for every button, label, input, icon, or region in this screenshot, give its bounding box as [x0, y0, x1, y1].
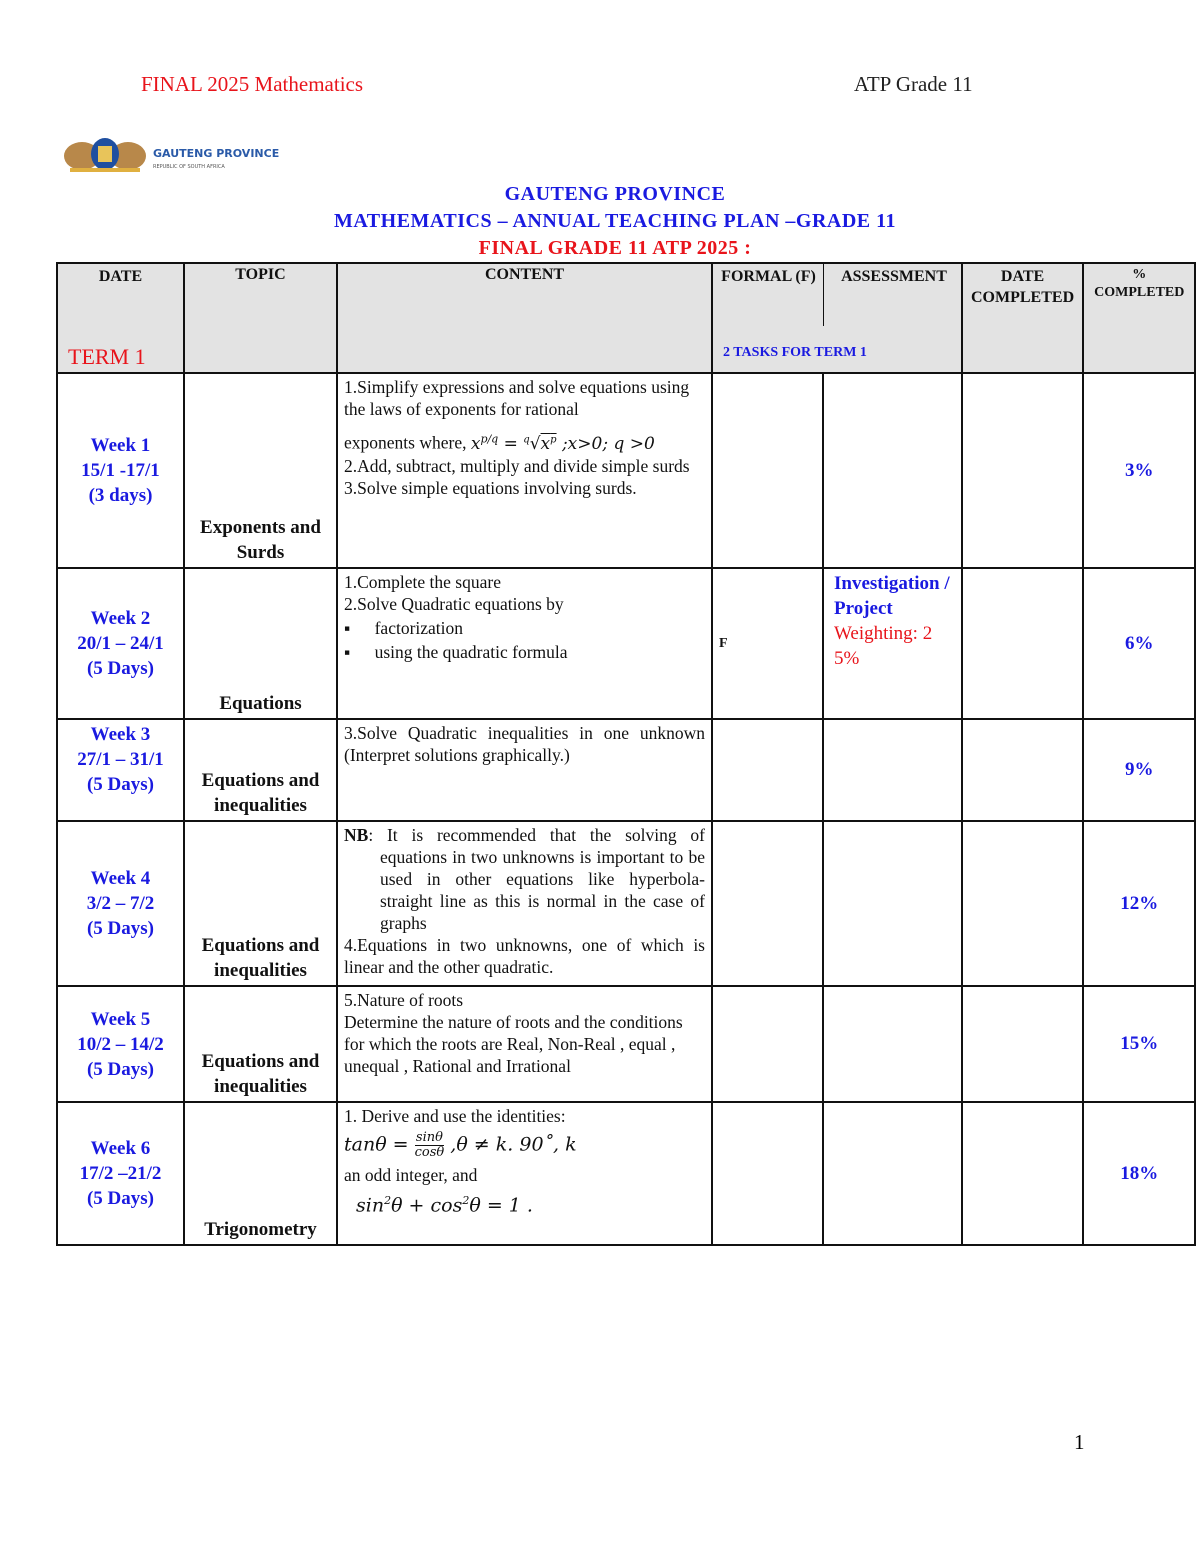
week-cell: Week 5 10/2 – 14/2 (5 Days) [56, 985, 185, 1103]
content-cell: 1.Complete the square 2.Solve Quadratic e… [336, 567, 713, 720]
page-number: 1 [1074, 1430, 1085, 1454]
topic-cell: Exponents and Surds [183, 372, 338, 569]
topic-cell: Equations and inequalities [183, 718, 338, 822]
content-cell: 3.Solve Quadratic inequalities in one un… [336, 718, 713, 822]
header-left: FINAL 2025 Mathematics [141, 72, 364, 96]
svg-text:REPUBLIC OF SOUTH AFRICA: REPUBLIC OF SOUTH AFRICA [153, 164, 225, 170]
header-date-completed: DATE COMPLETED [960, 262, 1085, 374]
assessment-cell: Investigation / Project Weighting: 25% [822, 567, 963, 720]
topic-cell: Equations and inequalities [183, 820, 338, 987]
pct-cell: 9% [1082, 718, 1197, 822]
gauteng-logo: GAUTENG PROVINCE REPUBLIC OF SOUTH AFRIC… [60, 132, 300, 174]
table-row: Week 2 20/1 – 24/1 (5 Days) Equations 1.Co… [56, 567, 1197, 720]
week-cell: Week 3 27/1 – 31/1 (5 Days) [56, 718, 185, 822]
pct-cell: 15% [1082, 985, 1197, 1103]
header-formal-assessment: FORMAL (F) ASSESSMENT 2 TASKS FOR TERM 1 [711, 262, 963, 374]
pct-cell: 18% [1082, 1101, 1197, 1246]
week-cell: Week 4 3/2 – 7/2 (5 Days) [56, 820, 185, 987]
topic-cell: Equations and inequalities [183, 985, 338, 1103]
pct-cell: 6% [1082, 567, 1197, 720]
table-row: Week 4 3/2 – 7/2 (5 Days) Equations and in… [56, 820, 1197, 987]
header-pct-completed: % COMPLETED [1082, 262, 1197, 374]
header-assessment: ASSESSMENT [841, 268, 947, 285]
header-right: ATP Grade 11 [854, 72, 973, 96]
term-label: TERM 1 [68, 344, 146, 369]
content-cell: 1. Derive and use the identities: tanθ =… [336, 1101, 713, 1246]
table-row: Week 1 15/1 -17/1 (3 days) Exponents and S… [56, 372, 1197, 569]
tasks-label: 2 TASKS FOR TERM 1 [723, 345, 867, 360]
content-cell: NB: It is recommended that the solving o… [336, 820, 713, 987]
content-cell: 1.Simplify expressions and solve equatio… [336, 372, 713, 569]
table-row: Week 5 10/2 – 14/2 (5 Days) Equations and … [56, 985, 1197, 1103]
week-cell: Week 1 15/1 -17/1 (3 days) [56, 372, 185, 569]
title-atp: MATHEMATICS – ANNUAL TEACHING PLAN –GRAD… [333, 210, 897, 232]
header-content: CONTENT [336, 262, 713, 374]
content-cell: 5.Nature of roots Determine the nature of… [336, 985, 713, 1103]
topic-cell: Equations [183, 567, 338, 720]
table-row: Week 6 17/2 –21/2 (5 Days) Trigonometry 1.… [56, 1101, 1197, 1246]
atp-table: DATE TERM 1 TOPIC CONTENT FORMAL (F) ASS… [56, 262, 1197, 1246]
formal-cell: F [711, 567, 824, 720]
coat-of-arms-icon: GAUTENG PROVINCE REPUBLIC OF SOUTH AFRIC… [64, 138, 279, 172]
logo-text: GAUTENG PROVINCE [153, 147, 279, 160]
title-province: GAUTENG PROVINCE [504, 183, 726, 205]
header-topic: TOPIC [183, 262, 338, 374]
topic-cell: Trigonometry [183, 1101, 338, 1246]
table-header-row: DATE TERM 1 TOPIC CONTENT FORMAL (F) ASS… [56, 262, 1197, 374]
header-formal: FORMAL (F) [721, 268, 816, 285]
header-date: DATE TERM 1 [56, 262, 185, 374]
week-cell: Week 6 17/2 –21/2 (5 Days) [56, 1101, 185, 1246]
pct-cell: 12% [1082, 820, 1197, 987]
pct-cell: 3% [1082, 372, 1197, 569]
title-final: FINAL GRADE 11 ATP 2025 : [478, 237, 752, 259]
table-row: Week 3 27/1 – 31/1 (5 Days) Equations and … [56, 718, 1197, 822]
week-cell: Week 2 20/1 – 24/1 (5 Days) [56, 567, 185, 720]
